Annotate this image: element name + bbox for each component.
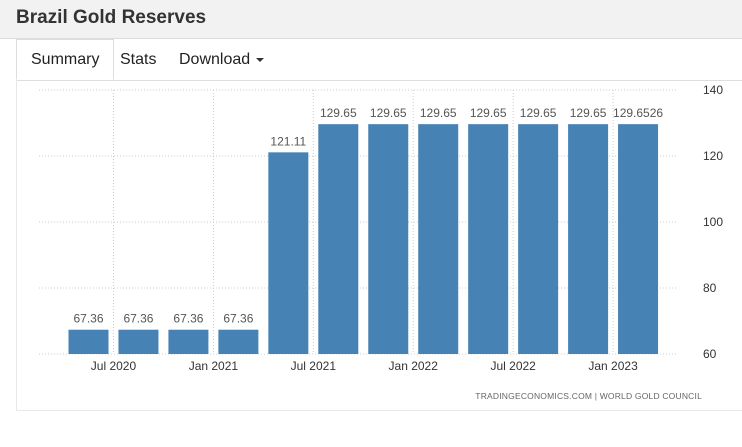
data-label: 67.36 <box>123 312 153 326</box>
y-tick-label: 140 <box>703 83 723 97</box>
tab-summary-label: Summary <box>31 51 100 68</box>
y-tick-label: 60 <box>703 347 717 361</box>
x-tick-label: Jul 2020 <box>91 359 137 373</box>
source-credit: TRADINGECONOMICS.COM | WORLD GOLD COUNCI… <box>475 391 702 401</box>
y-tick-label: 100 <box>703 215 723 229</box>
data-label: 129.65 <box>370 106 407 120</box>
bar <box>618 124 659 354</box>
page-header: Brazil Gold Reserves <box>0 0 742 39</box>
data-label: 67.36 <box>173 312 203 326</box>
x-tick-label: Jul 2022 <box>490 359 536 373</box>
data-label: 129.65 <box>470 106 507 120</box>
bar <box>318 124 359 354</box>
y-tick-label: 120 <box>703 149 723 163</box>
bar <box>368 124 409 354</box>
caret-down-icon <box>256 57 265 62</box>
x-tick-label: Jan 2021 <box>189 359 239 373</box>
data-label: 129.65 <box>520 106 557 120</box>
bar <box>268 152 309 354</box>
tab-stats[interactable]: Stats <box>120 39 156 80</box>
x-tick-label: Jan 2023 <box>588 359 638 373</box>
data-label: 67.36 <box>223 312 253 326</box>
bar <box>218 329 259 354</box>
bar <box>468 124 509 354</box>
tab-download-label: Download <box>179 51 251 68</box>
bar <box>118 329 159 354</box>
page-title: Brazil Gold Reserves <box>16 7 207 28</box>
chart-panel: 60 80 100 120 140 Jul 2020 Jan 2021 Jul 2021 Jan… <box>16 80 742 411</box>
bar <box>518 124 559 354</box>
data-label: 129.65 <box>320 106 357 120</box>
tab-download[interactable]: Download <box>179 39 265 80</box>
y-tick-label: 80 <box>703 281 717 295</box>
bar-chart: 60 80 100 120 140 Jul 2020 Jan 2021 Jul 2021 Jan… <box>39 83 723 401</box>
tab-bar: Summary Stats Download <box>16 39 742 81</box>
x-tick-label: Jan 2022 <box>389 359 439 373</box>
data-label: 121.11 <box>270 134 306 148</box>
data-label: 129.65 <box>570 106 607 120</box>
bar <box>168 329 209 354</box>
data-label: 129.6526 <box>613 106 663 120</box>
bar <box>68 329 109 354</box>
data-label: 67.36 <box>73 312 103 326</box>
x-tick-label: Jul 2021 <box>291 359 337 373</box>
bar <box>418 124 459 354</box>
data-label: 129.65 <box>420 106 457 120</box>
bar <box>568 124 609 354</box>
tab-stats-label: Stats <box>120 51 157 68</box>
tab-summary[interactable]: Summary <box>16 39 115 80</box>
